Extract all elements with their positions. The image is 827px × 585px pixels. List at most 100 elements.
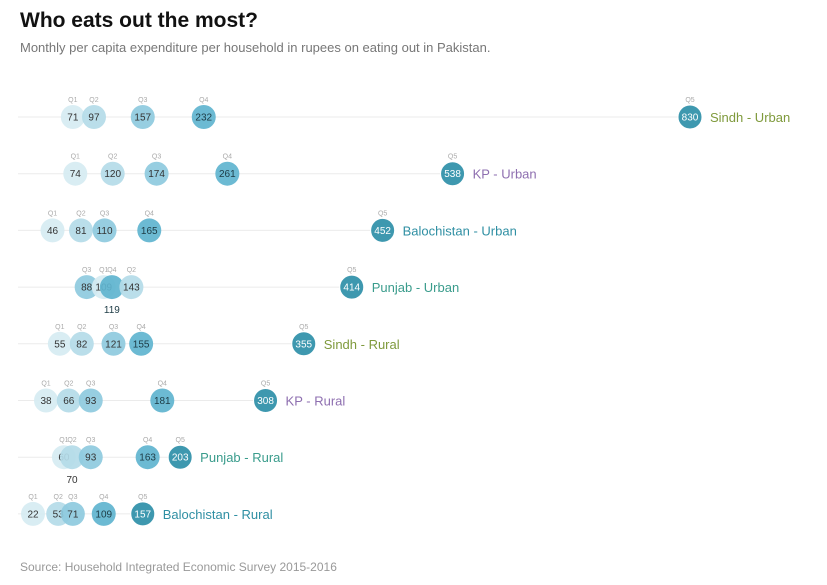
data-point (130, 105, 155, 129)
region-label: Sindh - Urban (710, 110, 790, 125)
data-point (167, 444, 193, 470)
quintile-label: Q3 (68, 494, 77, 501)
value-label: 174 (148, 169, 165, 180)
quintile-label: Q2 (89, 97, 98, 104)
data-point (130, 501, 156, 527)
region-label: Balochistan - Rural (163, 507, 273, 522)
quintile-label: Q4 (143, 437, 152, 444)
data-point (63, 161, 88, 186)
quintile-label: Q3 (86, 437, 95, 444)
quintile-label: Q2 (54, 494, 63, 501)
data-point (135, 445, 160, 470)
value-label: 157 (134, 509, 151, 520)
data-point (119, 275, 144, 300)
data-point (68, 218, 93, 243)
value-label: 66 (63, 396, 75, 407)
value-label: 538 (444, 169, 461, 180)
data-point (60, 105, 85, 129)
quintile-label: Q1 (28, 494, 37, 501)
data-point (74, 275, 99, 300)
quintile-label: Q5 (347, 267, 356, 274)
quintile-label: Q4 (223, 154, 232, 161)
quintile-label: Q2 (108, 154, 117, 161)
quintile-label: Q4 (107, 267, 116, 274)
chart-title: Who eats out the most? (20, 9, 258, 32)
region-label: KP - Rural (286, 394, 346, 409)
quintile-label: Q1 (99, 267, 108, 274)
quintile-label: Q4 (158, 381, 167, 388)
chart-source: Source: Household Integrated Economic Su… (20, 560, 337, 574)
data-point (21, 501, 45, 526)
value-label: 71 (67, 509, 79, 520)
quintile-label: Q4 (199, 97, 208, 104)
series-row: Q1 55 Q2 82 Q3 121 Q4 155 Q5 355 Sindh - Rural (18, 324, 400, 357)
value-label: 22 (27, 509, 39, 520)
chart-subtitle: Monthly per capita expenditure per house… (20, 40, 491, 55)
quintile-label: Q1 (48, 210, 57, 217)
region-label: Punjab - Rural (200, 450, 283, 465)
data-point (56, 388, 81, 413)
data-point (40, 218, 65, 243)
value-label: 81 (75, 226, 87, 237)
value-label: 830 (682, 113, 699, 124)
data-point (150, 388, 175, 413)
region-label: KP - Urban (473, 167, 537, 182)
value-label: 232 (195, 113, 212, 124)
value-label: 109 (95, 509, 112, 520)
data-point (191, 105, 216, 129)
data-point (677, 104, 703, 130)
data-point (137, 218, 162, 243)
value-label: 97 (88, 113, 100, 124)
value-label: 143 (123, 283, 140, 294)
data-point (81, 105, 106, 129)
quintile-label: Q4 (145, 210, 154, 217)
quintile-label: Q5 (261, 381, 270, 388)
value-label: 53 (53, 509, 65, 520)
value-label: 110 (97, 226, 113, 237)
data-point (60, 501, 85, 526)
quintile-label: Q3 (152, 154, 161, 161)
series-row: Q160Q270Q393Q4163Q5203Punjab - Rural (18, 437, 283, 486)
data-point (129, 331, 154, 356)
data-point (339, 274, 365, 300)
data-point (78, 388, 103, 413)
value-label: 88 (81, 283, 93, 294)
quintile-label: Q4 (99, 494, 108, 501)
quintile-label: Q1 (59, 437, 68, 444)
value-label: 93 (85, 396, 97, 407)
value-label: 55 (54, 339, 66, 350)
data-point (60, 445, 85, 470)
data-point (370, 217, 396, 243)
quintile-label: Q2 (76, 210, 85, 217)
value-label: 121 (105, 339, 122, 350)
value-label: 261 (219, 169, 236, 180)
quintile-label: Q1 (55, 324, 64, 331)
quintile-label: Q2 (64, 381, 73, 388)
quintile-label: Q4 (136, 324, 145, 331)
quintile-label: Q5 (299, 324, 308, 331)
data-point (99, 275, 124, 300)
quintile-label: Q2 (67, 437, 76, 444)
value-label: 38 (40, 396, 52, 407)
data-point (91, 501, 116, 526)
quintile-label: Q3 (82, 267, 91, 274)
quintile-label: Q5 (176, 437, 185, 444)
value-label: 203 (172, 453, 189, 464)
data-point (101, 331, 126, 356)
data-point (34, 388, 59, 413)
region-label: Balochistan - Urban (403, 223, 517, 238)
series-row: Q1 46 Q2 81 Q3 110 Q4 165 Q5 452 Balochistan - Urb… (18, 210, 517, 243)
quintile-label: Q3 (138, 97, 147, 104)
data-point (78, 445, 103, 470)
data-point (92, 218, 117, 243)
series-row: Q1 71 Q2 97 Q3 157 Q4 232 Q5 830 Sindh - Urban (18, 97, 790, 130)
quintile-label: Q3 (109, 324, 118, 331)
value-label: 163 (139, 453, 156, 464)
data-point (440, 161, 466, 187)
quintile-label: Q1 (71, 154, 80, 161)
value-label: 70 (66, 475, 78, 486)
data-point (144, 161, 169, 186)
value-label: 93 (85, 453, 97, 464)
quintile-label: Q5 (448, 154, 457, 161)
